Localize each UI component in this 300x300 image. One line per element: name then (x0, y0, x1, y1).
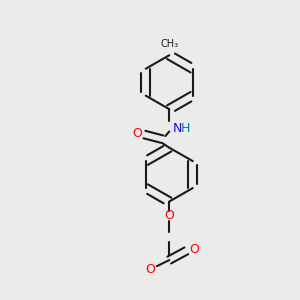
Text: O: O (132, 127, 142, 140)
Text: O: O (164, 209, 174, 222)
Text: H: H (181, 122, 190, 135)
Text: N: N (172, 122, 182, 135)
Text: CH₃: CH₃ (160, 39, 178, 49)
Text: O: O (189, 243, 199, 256)
Text: O: O (146, 263, 156, 276)
